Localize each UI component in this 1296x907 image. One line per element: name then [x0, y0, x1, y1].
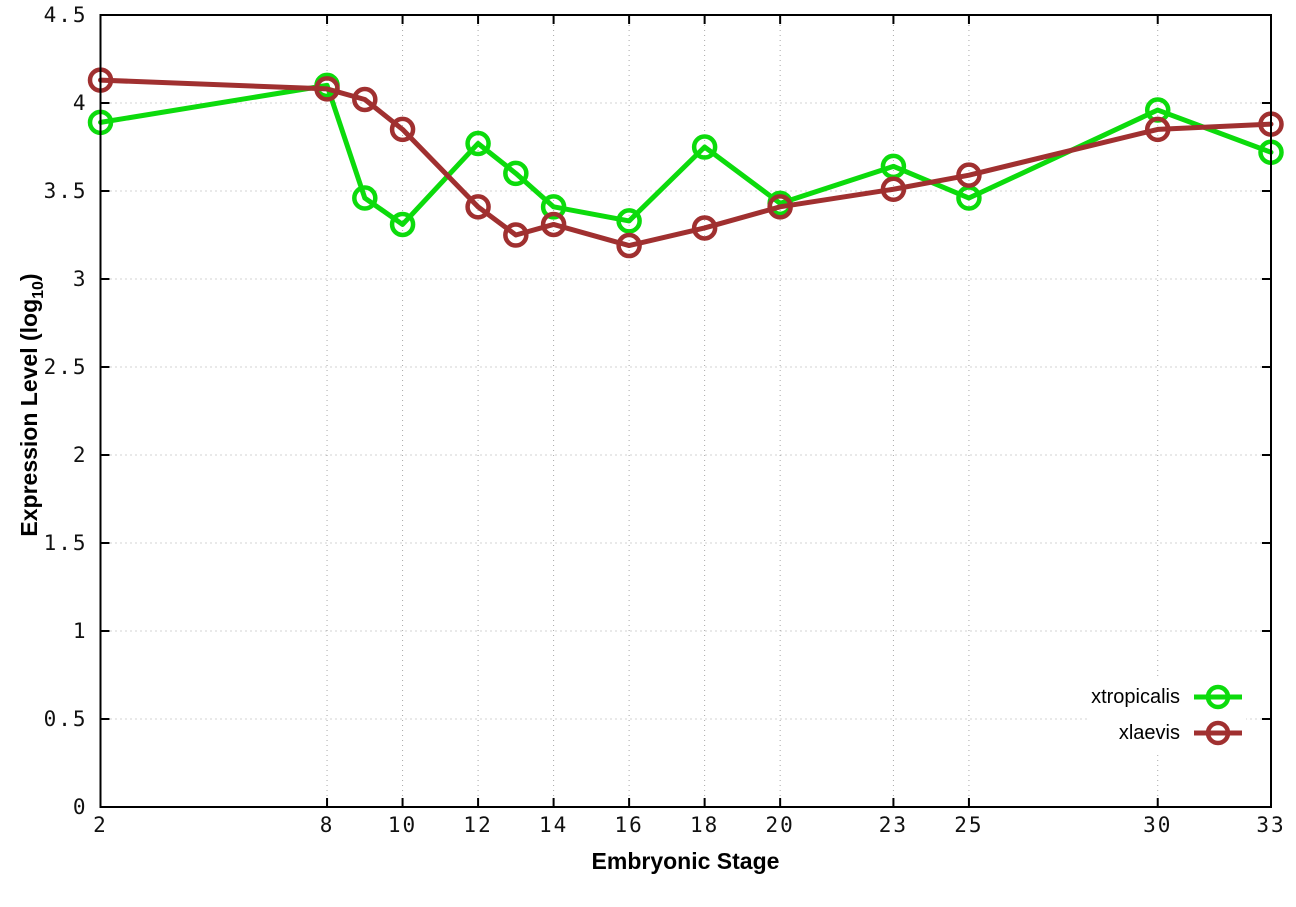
- y-tick-label: 1.5: [44, 531, 88, 555]
- data-point-marker-xlaevis: [352, 86, 378, 113]
- data-point-marker-xtropicalis: [540, 194, 567, 220]
- y-axis-title: Expression Level (log10): [16, 273, 48, 536]
- y-tick-label: 3.5: [44, 179, 88, 203]
- data-point-marker-xlaevis: [1144, 116, 1171, 143]
- legend-sample-marker: [1205, 720, 1231, 746]
- x-tick-label: 8: [320, 813, 335, 837]
- y-tick-label: 0: [73, 795, 88, 819]
- data-point-marker-xlaevis: [465, 194, 491, 220]
- x-tick-label: 14: [539, 813, 568, 837]
- data-point-marker-xtropicalis: [352, 185, 378, 211]
- legend-label-xlaevis: xlaevis: [1118, 721, 1180, 744]
- y-axis-title-subscript: 10: [29, 281, 47, 299]
- legend: xtropicalis xlaevis: [1089, 679, 1246, 751]
- x-tick-label: 2: [93, 813, 108, 837]
- x-tick-label: 20: [765, 813, 794, 837]
- data-point-marker-xtropicalis: [503, 160, 529, 187]
- data-point-marker-xlaevis: [616, 232, 642, 259]
- data-point-marker-xlaevis: [389, 116, 416, 143]
- data-point-marker-xlaevis: [956, 162, 982, 188]
- y-tick-label: 0.5: [44, 707, 88, 731]
- y-axis-title-text: Expression Level (log: [16, 298, 43, 537]
- y-tick-label: 1: [73, 619, 88, 643]
- series-line-xlaevis: [98, 77, 1274, 249]
- data-point-marker-xtropicalis: [691, 134, 718, 160]
- x-tick-label: 23: [879, 813, 908, 837]
- x-tick-label: 10: [388, 813, 417, 837]
- data-point-marker-xlaevis: [314, 76, 340, 102]
- data-point-marker-xlaevis: [767, 194, 793, 220]
- legend-entry-xtropicalis: xtropicalis: [1091, 679, 1244, 715]
- x-tick-label: 16: [614, 813, 643, 837]
- data-point-marker-xlaevis: [691, 215, 718, 241]
- y-tick-label: 2: [73, 443, 88, 467]
- y-tick-label: 2.5: [44, 355, 88, 379]
- y-axis-title-close: ): [16, 273, 43, 282]
- data-point-marker-xtropicalis: [389, 211, 416, 238]
- x-tick-label: 30: [1143, 813, 1172, 837]
- x-tick-label: 12: [463, 813, 492, 837]
- legend-entry-xlaevis: xlaevis: [1091, 715, 1244, 751]
- y-tick-label: 4.5: [44, 3, 88, 27]
- x-axis-title: Embryonic Stage: [591, 848, 780, 874]
- y-tick-label: 4: [73, 91, 88, 115]
- data-point-marker-xlaevis: [503, 222, 529, 248]
- legend-line-sample-icon: [1194, 684, 1242, 710]
- x-tick-label: 18: [690, 813, 719, 837]
- plot-border: [99, 14, 1272, 808]
- x-tick-label: 33: [1256, 813, 1285, 837]
- series-line-xtropicalis: [98, 82, 1274, 227]
- x-tick-label: 25: [954, 813, 983, 837]
- legend-sample-marker: [1205, 684, 1231, 710]
- legend-line-sample-icon: [1194, 720, 1242, 746]
- data-point-marker-xlaevis: [540, 211, 567, 238]
- data-point-marker-xtropicalis: [465, 130, 491, 157]
- legend-label-xtropicalis: xtropicalis: [1091, 685, 1180, 708]
- data-point-marker-xtropicalis: [616, 208, 642, 234]
- data-point-marker-xlaevis: [880, 176, 907, 202]
- y-tick-label: 3: [73, 267, 88, 291]
